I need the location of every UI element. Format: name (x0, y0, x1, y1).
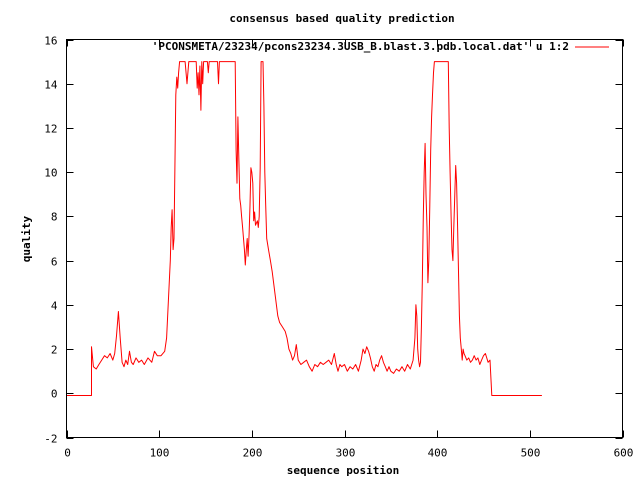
x-axis-ticks: 0 100 200 300 400 500 600 (64, 39, 634, 460)
legend: 'PCONSMETA/23234/pcons23234.3USB_B.blast… (152, 40, 609, 53)
legend-label: 'PCONSMETA/23234/pcons23234.3USB_B.blast… (152, 40, 569, 53)
x-tick-label: 0 (64, 447, 71, 460)
y-tick-label: 12 (44, 123, 57, 136)
plot-area-frame (66, 39, 623, 438)
x-tick-label: 300 (336, 447, 356, 460)
series-line-0 (66, 61, 542, 396)
y-tick-label: 4 (51, 300, 58, 313)
y-tick-label: 6 (51, 256, 58, 269)
y-tick-label: 16 (44, 35, 57, 48)
series-layer (66, 61, 542, 396)
x-axis-label: sequence position (287, 464, 400, 477)
x-tick-label: 200 (243, 447, 263, 460)
x-tick-label: 600 (614, 447, 634, 460)
chart-title: consensus based quality prediction (229, 12, 454, 25)
y-tick-label: 14 (44, 79, 58, 92)
y-axis-ticks: -2 0 2 4 6 8 10 12 14 16 (44, 35, 623, 446)
x-tick-label: 400 (428, 447, 448, 460)
y-tick-label: -2 (44, 433, 57, 446)
x-tick-label: 500 (521, 447, 541, 460)
y-tick-label: 10 (44, 167, 57, 180)
y-tick-label: 8 (51, 211, 58, 224)
y-tick-label: 0 (51, 388, 58, 401)
y-tick-label: 2 (51, 344, 58, 357)
x-tick-label: 100 (150, 447, 170, 460)
y-axis-label: quality (20, 215, 33, 262)
